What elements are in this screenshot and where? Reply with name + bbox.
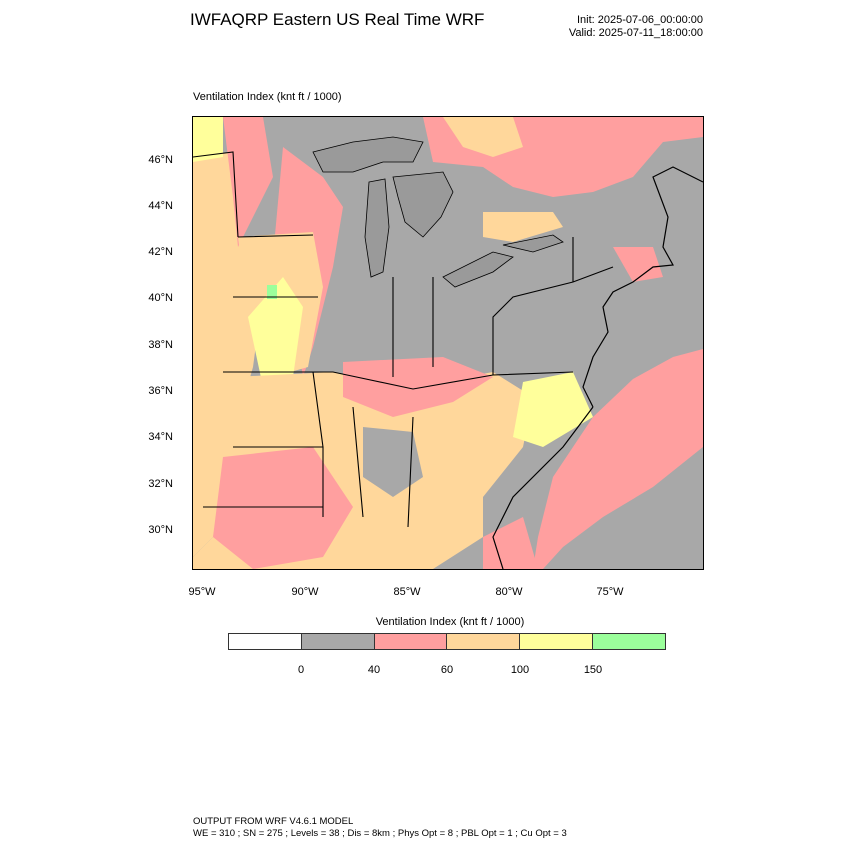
lake-superior (312, 136, 424, 173)
minnesota-region-low (223, 117, 273, 247)
tennessee-region-low (343, 357, 493, 417)
west-region-mid (193, 152, 263, 557)
colorbar-segment (301, 634, 375, 649)
ontario-region-mid (483, 212, 563, 242)
colorbar-segment (447, 634, 521, 649)
carolina-region-high (513, 372, 593, 447)
missouri-region-high (248, 277, 303, 387)
colorbar-tick-40: 40 (367, 664, 381, 676)
lat-label-32n: 32°N (148, 478, 173, 490)
offshore-region-low (533, 349, 703, 569)
valid-time: Valid: 2025-07-11_18:00:00 (568, 27, 703, 39)
model-info: OUTPUT FROM WRF V4.6.1 MODEL WE = 310 ; … (193, 816, 567, 840)
lat-label-34n: 34°N (148, 431, 173, 443)
field-subtitle: Ventilation Index (knt ft / 1000) (193, 91, 342, 103)
colorbar (228, 633, 666, 650)
colorbar-tick-60: 60 (440, 664, 454, 676)
map-canvas (193, 117, 703, 569)
colorbar-tick-0: 0 (297, 664, 305, 676)
lat-label-40n: 40°N (148, 292, 173, 304)
lat-label-30n: 30°N (148, 524, 173, 536)
colorbar-segment (520, 634, 594, 649)
canada-region-mid (443, 117, 523, 157)
lat-label-36n: 36°N (148, 385, 173, 397)
colorbar-segment (374, 634, 448, 649)
colorbar-segment (229, 634, 302, 649)
init-time: Init: 2025-07-06_00:00:00 (577, 14, 703, 26)
lake-ontario (502, 234, 564, 253)
model-version: OUTPUT FROM WRF V4.6.1 MODEL (193, 816, 354, 827)
lake-huron (392, 171, 454, 238)
colorbar-title: Ventilation Index (knt ft / 1000) (375, 616, 525, 628)
run-times: Init: 2025-07-06_00:00:00 Valid: 2025-07… (569, 14, 703, 40)
florida-region-low (483, 517, 538, 569)
alabama-region-none (363, 427, 423, 497)
lon-label-95w: 95°W (188, 586, 216, 598)
plot-title: IWFAQRP Eastern US Real Time WRF (190, 10, 485, 29)
lat-label-46n: 46°N (148, 154, 173, 166)
colorbar-tick-100: 100 (510, 664, 530, 676)
coastline (492, 166, 703, 569)
lake-erie (442, 251, 514, 288)
state-boundaries (193, 151, 614, 528)
lon-label-75w: 75°W (596, 586, 624, 598)
lon-label-85w: 85°W (393, 586, 421, 598)
lon-label-80w: 80°W (495, 586, 523, 598)
lake-michigan (364, 178, 390, 278)
colorbar-tick-150: 150 (583, 664, 603, 676)
lat-label-38n: 38°N (148, 339, 173, 351)
lon-label-90w: 90°W (291, 586, 319, 598)
peak-region-top (267, 285, 277, 299)
northwest-region-high (193, 117, 223, 162)
colorbar-segment (593, 634, 665, 649)
gulf-region-low (213, 447, 353, 569)
ventilation-index-map (192, 116, 704, 570)
new-england-region-low (613, 247, 663, 282)
lat-label-44n: 44°N (148, 200, 173, 212)
lat-label-42n: 42°N (148, 246, 173, 258)
model-settings: WE = 310 ; SN = 275 ; Levels = 38 ; Dis … (193, 828, 567, 839)
